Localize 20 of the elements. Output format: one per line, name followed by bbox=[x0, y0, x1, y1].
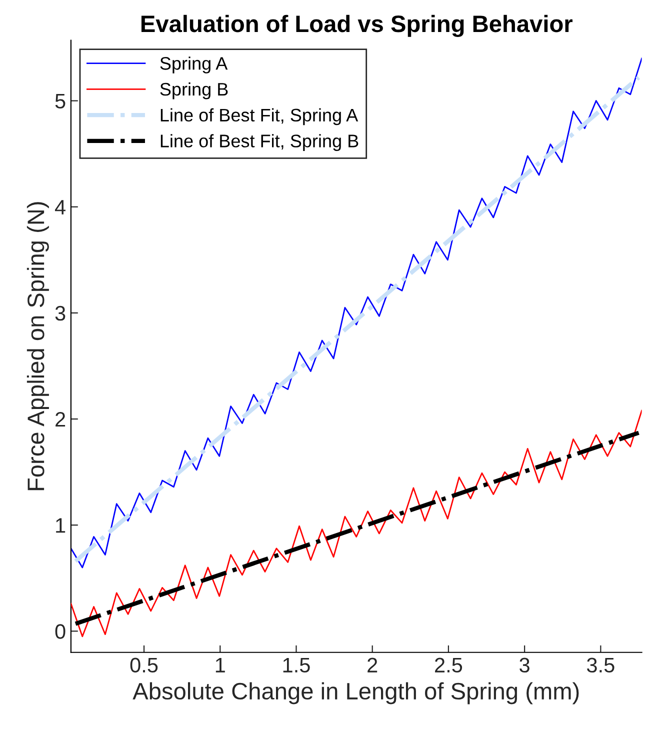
legend-label: Spring B bbox=[160, 82, 228, 100]
x-tick-label: 0.5 bbox=[130, 658, 158, 673]
y-axis-title: Force Applied on Spring (N) bbox=[26, 202, 49, 490]
x-tick-label: 1 bbox=[216, 658, 225, 672]
legend-label: Spring A bbox=[160, 56, 228, 74]
y-tick-label: 5 bbox=[55, 94, 66, 109]
y-tick-label: 0 bbox=[55, 624, 66, 639]
y-tick-label: 1 bbox=[56, 518, 66, 533]
x-tick-label: 2 bbox=[368, 658, 378, 672]
x-axis-title: Absolute Change in Length of Spring (mm) bbox=[132, 682, 579, 704]
x-tick-label: 3 bbox=[520, 658, 530, 673]
x-tick-label: 3.5 bbox=[586, 658, 614, 673]
y-tick-label: 3 bbox=[55, 306, 66, 321]
y-tick-label: 4 bbox=[54, 200, 66, 214]
y-tick-label: 2 bbox=[56, 412, 66, 427]
legend-label: Line of Best Fit, Spring A bbox=[160, 108, 358, 126]
chart-title: Evaluation of Load vs Spring Behavior bbox=[141, 14, 572, 37]
x-tick-label: 1.5 bbox=[283, 658, 310, 673]
x-tick-label: 2.5 bbox=[435, 658, 462, 673]
legend-label: Line of Best Fit, Spring B bbox=[160, 134, 358, 151]
